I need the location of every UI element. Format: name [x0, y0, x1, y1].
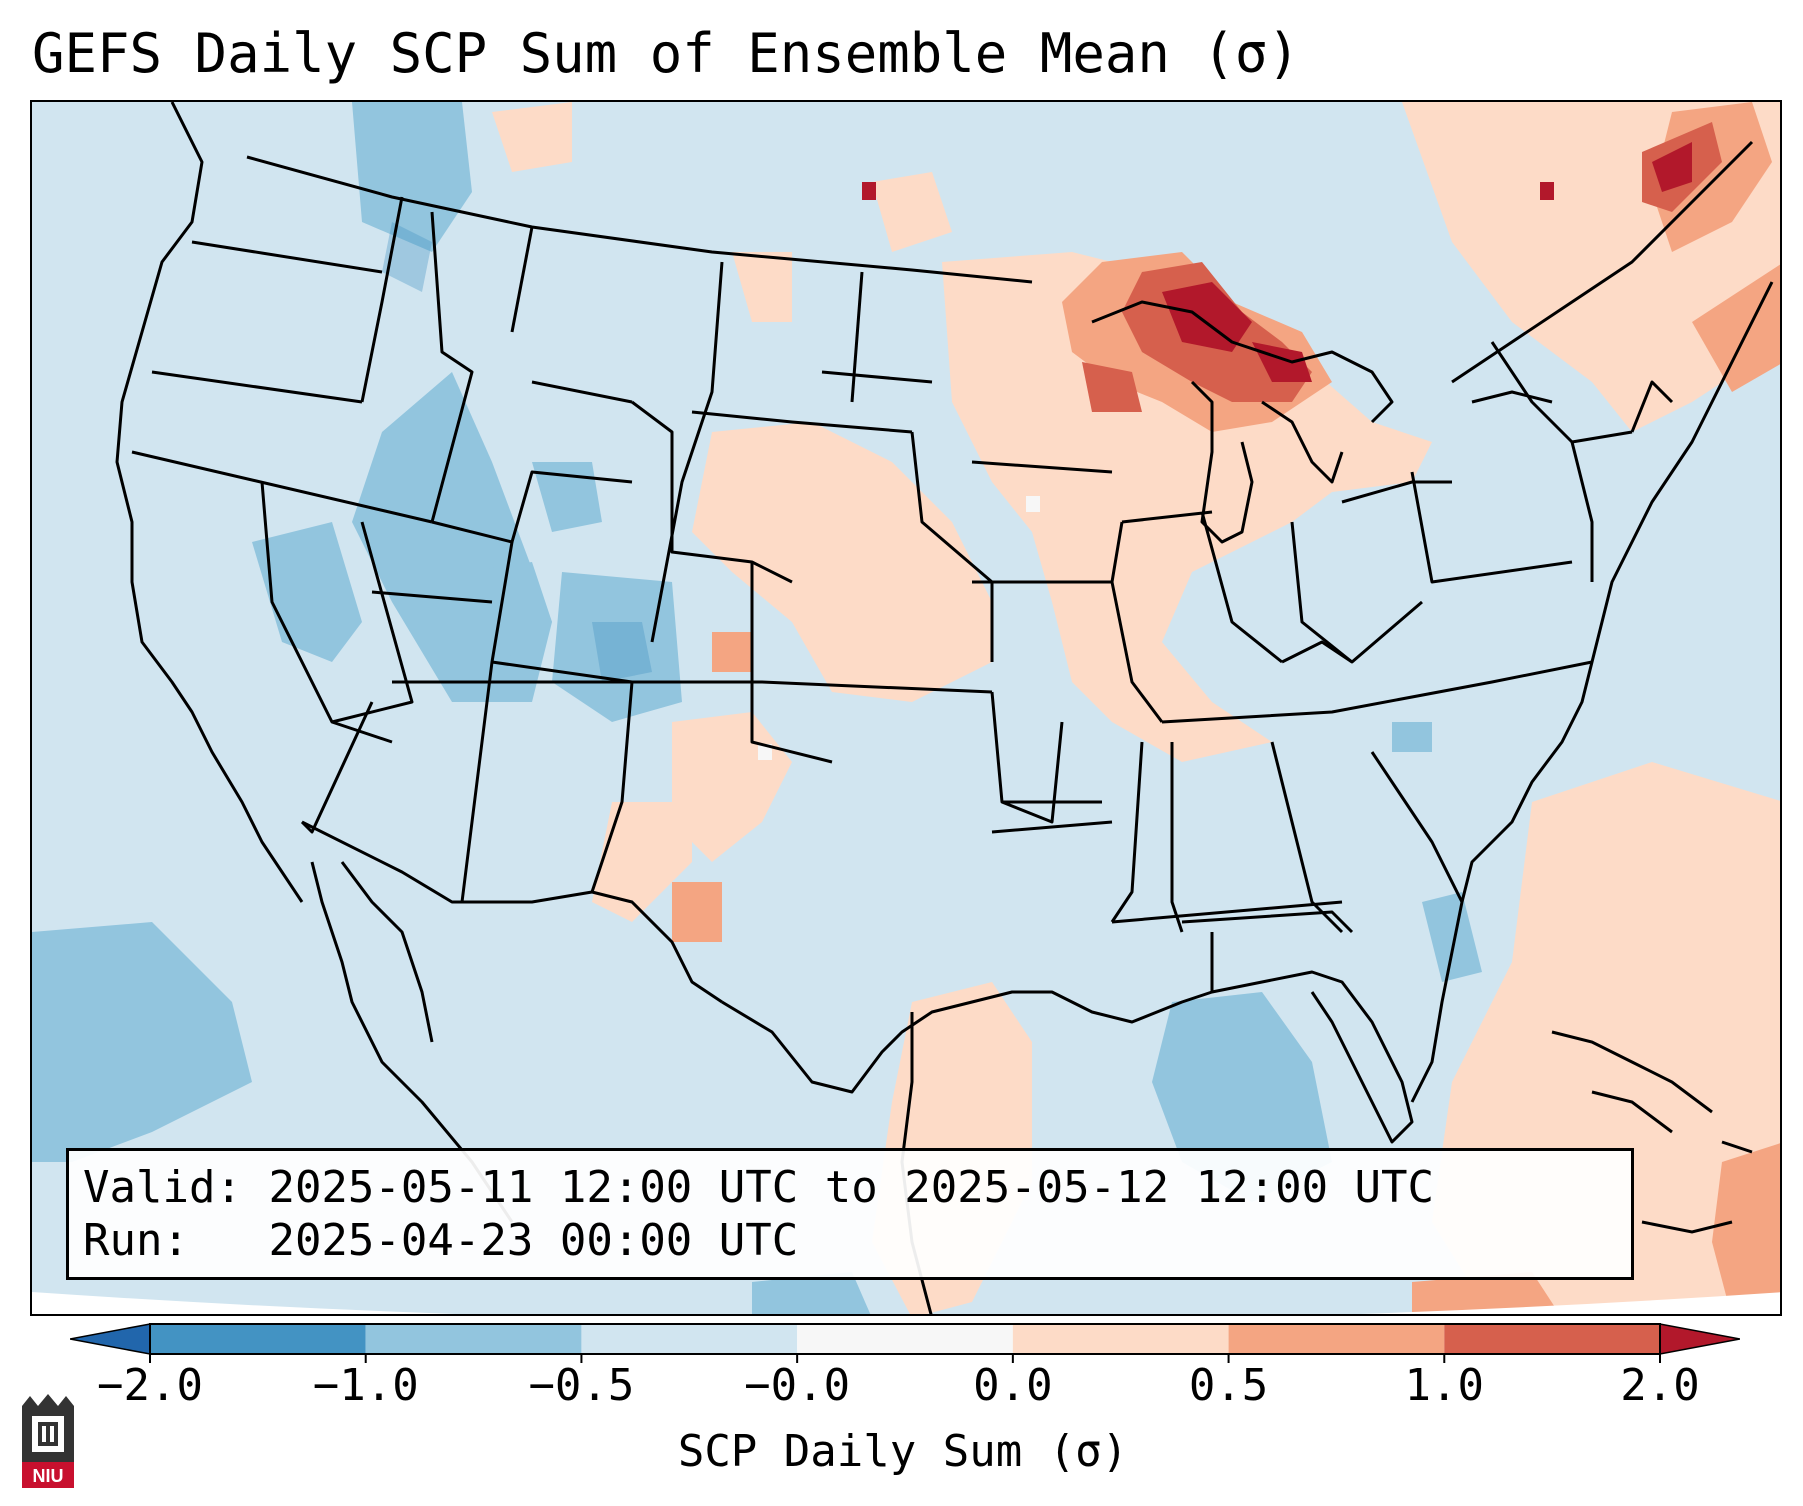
map-canvas: [32, 102, 1780, 1314]
near-zero-shading: [758, 496, 1040, 760]
validity-info-box: Valid: 2025-05-11 12:00 UTC to 2025-05-1…: [66, 1148, 1634, 1280]
colorbar-outline: [149, 1323, 1661, 1355]
colorbar-tick-label: 2.0: [1620, 1360, 1700, 1411]
colorbar-bin: [1228, 1324, 1445, 1354]
page-title: GEFS Daily SCP Sum of Ensemble Mean (σ): [32, 22, 1300, 85]
colorbar-label: SCP Daily Sum (σ): [677, 1426, 1129, 1477]
valid-value: 2025-05-11 12:00 UTC to 2025-05-12 12:00…: [268, 1162, 1435, 1213]
state-borders: [115, 102, 1774, 1314]
colorbar: [70, 1323, 1740, 1363]
colorbar-tick-label: −0.5: [528, 1360, 635, 1411]
colorbar-tick-label: −1.0: [312, 1360, 419, 1411]
colorbar-bin: [1012, 1324, 1229, 1354]
map-panel: [30, 100, 1782, 1316]
negative-anomaly-shading: [32, 102, 1482, 1314]
colorbar-bin: [1444, 1324, 1660, 1354]
colorbar-bin: [797, 1324, 1013, 1354]
caribbean-islands: [1551, 1030, 1753, 1234]
valid-label: Valid:: [83, 1162, 242, 1213]
projection-edge: [32, 1292, 1780, 1314]
colorbar-tick-label: 0.5: [1188, 1360, 1269, 1411]
colorbar-tick-label: −2.0: [97, 1360, 203, 1411]
colorbar-bin: [150, 1324, 366, 1354]
valid-line: Valid: 2025-05-11 12:00 UTC to 2025-05-1…: [83, 1161, 1631, 1214]
run-line: Run: 2025-04-23 00:00 UTC: [83, 1214, 1631, 1267]
colorbar-bin: [581, 1324, 798, 1354]
colorbar-bin: [365, 1324, 582, 1354]
colorbar-tick-label: 1.0: [1404, 1360, 1485, 1411]
run-value: 2025-04-23 00:00 UTC: [268, 1215, 799, 1266]
colorbar-extend-low: [70, 1323, 151, 1355]
run-label: Run:: [83, 1215, 189, 1266]
colorbar-tick-label: −0.0: [744, 1360, 851, 1411]
niu-logo: NIU: [22, 1394, 74, 1488]
very-strong-positive-shading: [862, 142, 1692, 382]
colorbar-extend-high: [1659, 1323, 1740, 1355]
niu-logo-text: NIU: [33, 1466, 64, 1486]
colorbar-tick-label: 0.0: [973, 1360, 1053, 1411]
